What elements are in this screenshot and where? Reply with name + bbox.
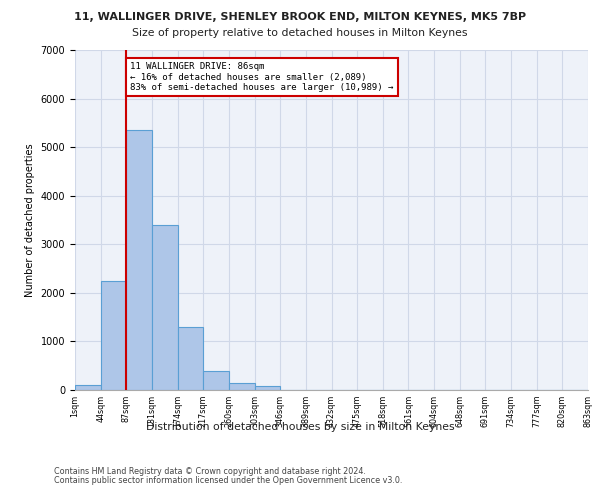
Text: Size of property relative to detached houses in Milton Keynes: Size of property relative to detached ho…	[132, 28, 468, 38]
Bar	[229, 382, 254, 390]
Bar	[101, 280, 127, 390]
Text: Distribution of detached houses by size in Milton Keynes: Distribution of detached houses by size …	[146, 422, 454, 432]
Bar	[75, 385, 101, 390]
Bar	[203, 370, 229, 390]
Text: Contains public sector information licensed under the Open Government Licence v3: Contains public sector information licen…	[54, 476, 403, 485]
Text: 11 WALLINGER DRIVE: 86sqm
← 16% of detached houses are smaller (2,089)
83% of se: 11 WALLINGER DRIVE: 86sqm ← 16% of detac…	[130, 62, 394, 92]
Text: 11, WALLINGER DRIVE, SHENLEY BROOK END, MILTON KEYNES, MK5 7BP: 11, WALLINGER DRIVE, SHENLEY BROOK END, …	[74, 12, 526, 22]
Bar	[254, 386, 280, 390]
Text: Contains HM Land Registry data © Crown copyright and database right 2024.: Contains HM Land Registry data © Crown c…	[54, 467, 366, 476]
Bar	[152, 225, 178, 390]
Bar	[178, 327, 203, 390]
Y-axis label: Number of detached properties: Number of detached properties	[25, 143, 35, 297]
Bar	[127, 130, 152, 390]
